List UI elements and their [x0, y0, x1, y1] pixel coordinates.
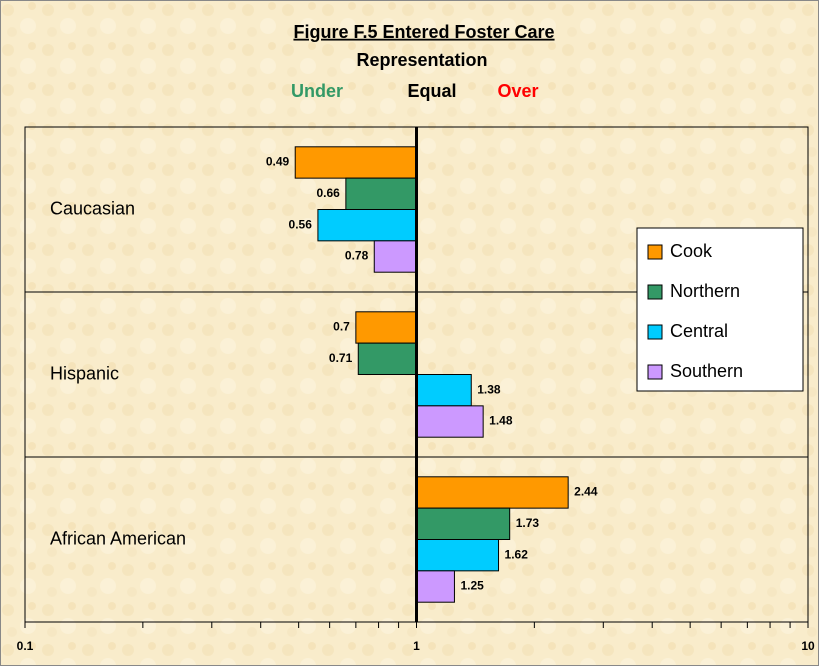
- bar: [416, 476, 569, 509]
- data-label: 1.73: [516, 516, 540, 530]
- category-label: African American: [50, 528, 186, 548]
- bar: [416, 539, 500, 572]
- annotation: Over: [497, 81, 538, 101]
- legend-box: [636, 227, 804, 392]
- bar: [416, 405, 484, 438]
- legend-swatch: [647, 244, 663, 260]
- category-label: Hispanic: [50, 363, 119, 383]
- chart-title: Figure F.5 Entered Foster Care: [293, 22, 554, 42]
- bar: [345, 177, 417, 210]
- x-tick-label: 1: [413, 639, 420, 653]
- data-label: 0.49: [266, 155, 290, 169]
- category-label: Caucasian: [50, 198, 135, 218]
- legend-label: Central: [670, 321, 728, 341]
- x-tick-label: 0.1: [17, 639, 34, 653]
- data-label: 0.71: [329, 351, 353, 365]
- data-label: 0.66: [316, 186, 340, 200]
- bar: [416, 374, 472, 407]
- annotation: Under: [291, 81, 343, 101]
- data-label: 1.62: [505, 547, 529, 561]
- legend-label: Southern: [670, 361, 743, 381]
- data-label: 2.44: [574, 485, 598, 499]
- data-label: 1.38: [477, 382, 501, 396]
- x-tick-label: 10: [801, 639, 815, 653]
- data-label: 0.78: [345, 249, 369, 263]
- bar: [355, 311, 418, 344]
- legend-swatch: [647, 364, 663, 380]
- data-label: 0.56: [289, 217, 313, 231]
- bar: [317, 209, 418, 242]
- data-label: 0.7: [333, 320, 350, 334]
- chart-subtitle: Representation: [356, 50, 487, 70]
- bar: [294, 146, 417, 179]
- bar: [373, 240, 417, 273]
- bar: [416, 570, 455, 603]
- bar: [357, 342, 417, 375]
- bar: [416, 507, 511, 540]
- data-label: 1.25: [460, 579, 484, 593]
- legend-swatch: [647, 324, 663, 340]
- legend-label: Cook: [670, 241, 713, 261]
- legend-label: Northern: [670, 281, 740, 301]
- annotation: Equal: [407, 81, 456, 101]
- legend-swatch: [647, 284, 663, 300]
- data-label: 1.48: [489, 414, 513, 428]
